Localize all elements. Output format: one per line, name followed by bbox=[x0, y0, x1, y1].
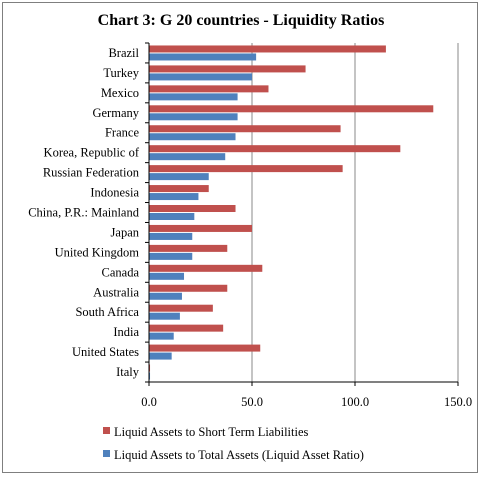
chart-title: Chart 3: G 20 countries - Liquidity Rati… bbox=[97, 12, 385, 29]
x-tick-label: 50.0 bbox=[241, 395, 263, 409]
bar-total-assets-14 bbox=[149, 332, 174, 340]
category-label: South Africa bbox=[75, 305, 139, 319]
category-label: Brazil bbox=[108, 46, 139, 60]
bar-total-assets-9 bbox=[149, 232, 193, 240]
category-label: India bbox=[113, 325, 139, 339]
bar-short-term-14 bbox=[149, 324, 224, 332]
category-label: United Kingdom bbox=[55, 245, 140, 259]
category-label: Japan bbox=[111, 225, 140, 239]
bar-short-term-3 bbox=[149, 105, 434, 113]
category-label: France bbox=[105, 126, 139, 140]
bar-short-term-12 bbox=[149, 284, 228, 292]
category-label: Russian Federation bbox=[43, 166, 140, 180]
bar-total-assets-15 bbox=[149, 352, 172, 360]
category-label: Mexico bbox=[101, 86, 139, 100]
category-label: Italy bbox=[116, 365, 140, 379]
bar-short-term-8 bbox=[149, 205, 236, 212]
bar-total-assets-11 bbox=[149, 272, 185, 280]
bar-total-assets-7 bbox=[149, 193, 199, 201]
bar-total-assets-4 bbox=[149, 133, 236, 141]
bar-short-term-6 bbox=[149, 165, 343, 173]
bar-short-term-13 bbox=[149, 304, 213, 312]
bar-total-assets-5 bbox=[149, 153, 226, 161]
bar-short-term-11 bbox=[149, 264, 263, 272]
bar-total-assets-10 bbox=[149, 252, 193, 260]
category-label: United States bbox=[72, 345, 139, 359]
category-label: Germany bbox=[92, 106, 139, 120]
legend-swatch-1 bbox=[103, 450, 110, 457]
bar-total-assets-8 bbox=[149, 213, 195, 220]
bar-short-term-10 bbox=[149, 244, 228, 252]
bar-short-term-16 bbox=[149, 364, 151, 372]
bar-short-term-9 bbox=[149, 224, 252, 232]
category-label: Australia bbox=[93, 285, 139, 299]
category-label: Canada bbox=[102, 265, 140, 279]
bar-total-assets-0 bbox=[149, 53, 257, 61]
legend-label-1: Liquid Assets to Total Assets (Liquid As… bbox=[114, 448, 364, 462]
bar-total-assets-16 bbox=[149, 372, 151, 380]
bar-short-term-15 bbox=[149, 344, 261, 352]
bar-total-assets-13 bbox=[149, 312, 180, 320]
bar-total-assets-1 bbox=[149, 73, 252, 81]
x-tick-label: 100.0 bbox=[341, 395, 369, 409]
x-tick-label: 150.0 bbox=[444, 395, 472, 409]
bar-short-term-2 bbox=[149, 85, 269, 93]
category-label: Turkey bbox=[103, 66, 139, 80]
category-label: Indonesia bbox=[90, 186, 139, 200]
bar-total-assets-2 bbox=[149, 93, 238, 101]
bar-total-assets-12 bbox=[149, 292, 182, 300]
legend-swatch-0 bbox=[103, 427, 110, 434]
category-label: Korea, Republic of bbox=[44, 146, 140, 160]
bar-total-assets-6 bbox=[149, 173, 209, 181]
legend-label-0: Liquid Assets to Short Term Liabilities bbox=[114, 425, 309, 439]
bar-short-term-0 bbox=[149, 45, 386, 53]
bar-short-term-5 bbox=[149, 145, 401, 153]
bar-short-term-4 bbox=[149, 125, 341, 133]
bar-short-term-7 bbox=[149, 185, 209, 193]
bar-total-assets-3 bbox=[149, 113, 238, 121]
bar-short-term-1 bbox=[149, 65, 306, 73]
x-tick-label: 0.0 bbox=[141, 395, 157, 409]
chart-frame: Chart 3: G 20 countries - Liquidity Rati… bbox=[2, 2, 478, 473]
category-label: China, P.R.: Mainland bbox=[28, 206, 140, 220]
